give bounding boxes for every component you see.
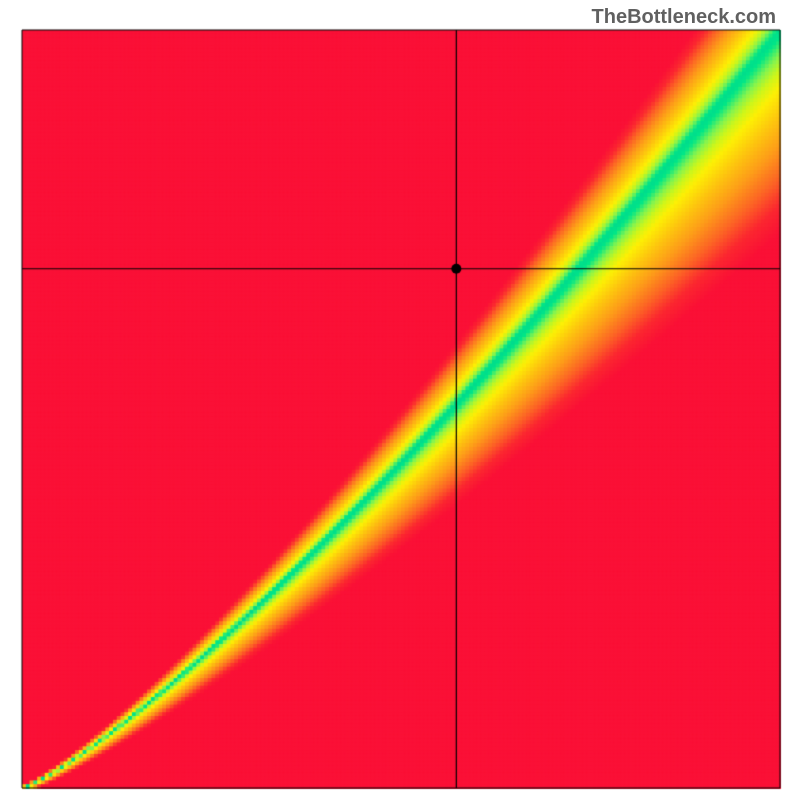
heatmap-canvas	[0, 0, 800, 800]
chart-container: TheBottleneck.com	[0, 0, 800, 800]
watermark-text: TheBottleneck.com	[592, 6, 776, 29]
